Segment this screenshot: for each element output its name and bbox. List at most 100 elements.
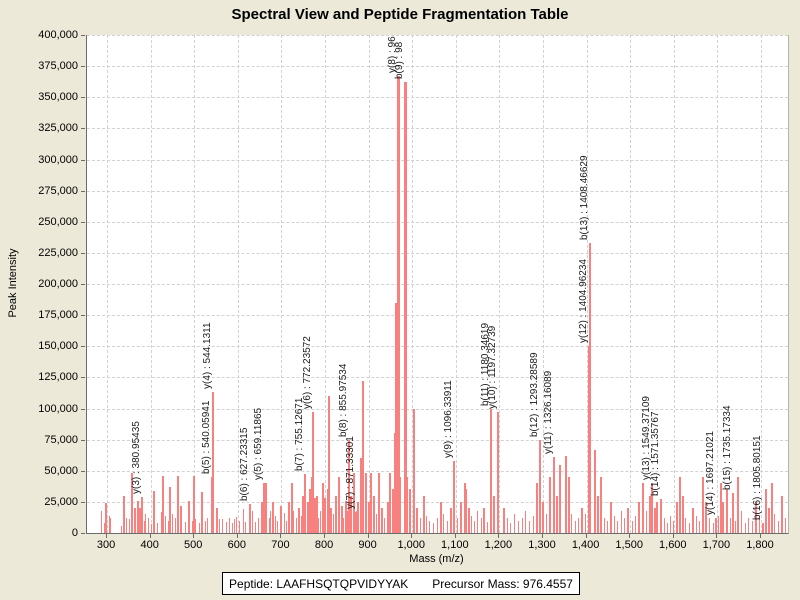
noise-peak-bar [477, 510, 479, 533]
x-tick-label: 1,000 [397, 539, 425, 551]
noise-peak-bar [175, 518, 177, 533]
noise-peak-bar [133, 508, 136, 533]
y-tick-label: 200,000 [38, 278, 78, 290]
noise-peak-bar [574, 520, 576, 533]
gridline-y [87, 159, 788, 161]
y-tick-mark [81, 221, 85, 223]
gridline-y [87, 284, 788, 285]
noise-peak-bar [735, 520, 737, 533]
x-tick-label: 800 [314, 539, 334, 551]
y-tick-mark [81, 377, 85, 379]
noise-peak-bar [105, 503, 108, 533]
noise-peak-bar [168, 486, 171, 533]
noise-peak-bar [110, 518, 112, 533]
noise-peak-bar [699, 520, 701, 533]
peptide-info-box: Peptide: LAAFHSQTQPVIDYYAK Precursor Mas… [222, 572, 580, 595]
noise-peak-bar [717, 515, 719, 533]
noise-peak-bar [777, 520, 779, 533]
noise-peak-bar [280, 505, 283, 533]
noise-peak-bar [270, 510, 272, 533]
peak-annotation-label: b(7) : 755.12671 [294, 398, 306, 472]
noise-peak-bar [204, 520, 206, 533]
fragment-peak-bar [348, 439, 351, 533]
noise-peak-bar [545, 514, 547, 533]
noise-peak-bar [321, 483, 324, 533]
noise-peak-bar [722, 501, 725, 533]
noise-peak-bar [128, 519, 130, 533]
y-tick-mark [81, 35, 85, 36]
y-tick-label: 325,000 [38, 122, 78, 135]
x-tick-label: 900 [358, 539, 377, 551]
fragment-peak-bar [589, 242, 592, 533]
noise-peak-bar [361, 381, 364, 533]
noise-peak-bar [596, 495, 599, 533]
noise-peak-bar [443, 514, 445, 533]
y-tick-label: 300,000 [38, 153, 78, 166]
fragment-peak-bar [141, 496, 144, 533]
noise-peak-bar [486, 521, 488, 533]
y-tick-mark [81, 252, 85, 254]
y-tick-label: 400,000 [38, 29, 78, 41]
noise-peak-bar [153, 490, 156, 533]
x-tick-label: 1,800 [746, 539, 774, 551]
x-tick-mark [629, 534, 631, 538]
noise-peak-bar [161, 475, 164, 533]
noise-peak-bar [300, 515, 302, 533]
noise-peak-bar [712, 523, 714, 533]
noise-peak-bar [145, 514, 147, 533]
y-tick-label: 150,000 [38, 340, 78, 353]
noise-peak-bar [666, 523, 668, 533]
precursor-mass-text: Precursor Mass: 976.4557 [432, 576, 573, 591]
fragment-peak-bar [453, 460, 456, 533]
gridline-x [499, 35, 501, 533]
x-tick-mark [454, 534, 456, 538]
noise-peak-bar [741, 510, 743, 533]
y-tick-mark [81, 66, 85, 68]
noise-peak-bar [306, 501, 309, 533]
peak-annotation-label: y(10) : 1197.32739 [487, 326, 499, 410]
noise-peak-bar [347, 510, 349, 533]
noise-peak-bar [143, 520, 145, 533]
gridline-x [586, 35, 588, 533]
y-tick-mark [81, 159, 85, 161]
gridline-y [87, 470, 788, 472]
noise-peak-bar [193, 475, 196, 533]
noise-peak-bar [286, 520, 288, 533]
noise-peak-bar [463, 483, 466, 533]
gridline-y [87, 97, 788, 99]
noise-peak-bar [101, 510, 103, 533]
noise-peak-bar [681, 495, 684, 533]
peak-annotation-label: y(3) : 380.95435 [131, 421, 143, 494]
noise-peak-bar [692, 508, 695, 533]
y-tick-label: 50,000 [44, 464, 78, 477]
noise-peak-bar [185, 521, 187, 533]
noise-peak-bar [344, 501, 347, 533]
fragment-peak-bar [210, 476, 213, 533]
fragment-peak-bar [539, 439, 542, 533]
noise-peak-bar [232, 523, 234, 533]
noise-peak-bar [164, 515, 166, 533]
gridline-x [630, 35, 632, 533]
noise-peak-bar [780, 495, 783, 533]
noise-peak-bar [201, 491, 204, 533]
x-tick-label: 400 [140, 539, 159, 551]
y-tick-label: 75,000 [44, 433, 78, 446]
noise-peak-bar [168, 520, 170, 533]
noise-peak-bar [335, 495, 338, 533]
x-tick-mark [106, 534, 108, 538]
noise-peak-bar [288, 501, 291, 533]
noise-peak-bar [315, 495, 318, 533]
x-tick-mark [759, 534, 761, 538]
noise-peak-bar [678, 476, 681, 533]
noise-peak-bar [465, 489, 468, 533]
noise-peak-bar [195, 519, 197, 533]
gridline-x [107, 35, 109, 533]
noise-peak-bar [578, 518, 580, 533]
gridline-y [87, 346, 788, 348]
noise-peak-bar [242, 509, 244, 533]
y-tick-mark [81, 128, 85, 130]
peak-annotation-label: y(11) : 1326.16089 [543, 370, 555, 455]
noise-peak-bar [364, 473, 367, 533]
noise-peak-bar [409, 489, 412, 533]
